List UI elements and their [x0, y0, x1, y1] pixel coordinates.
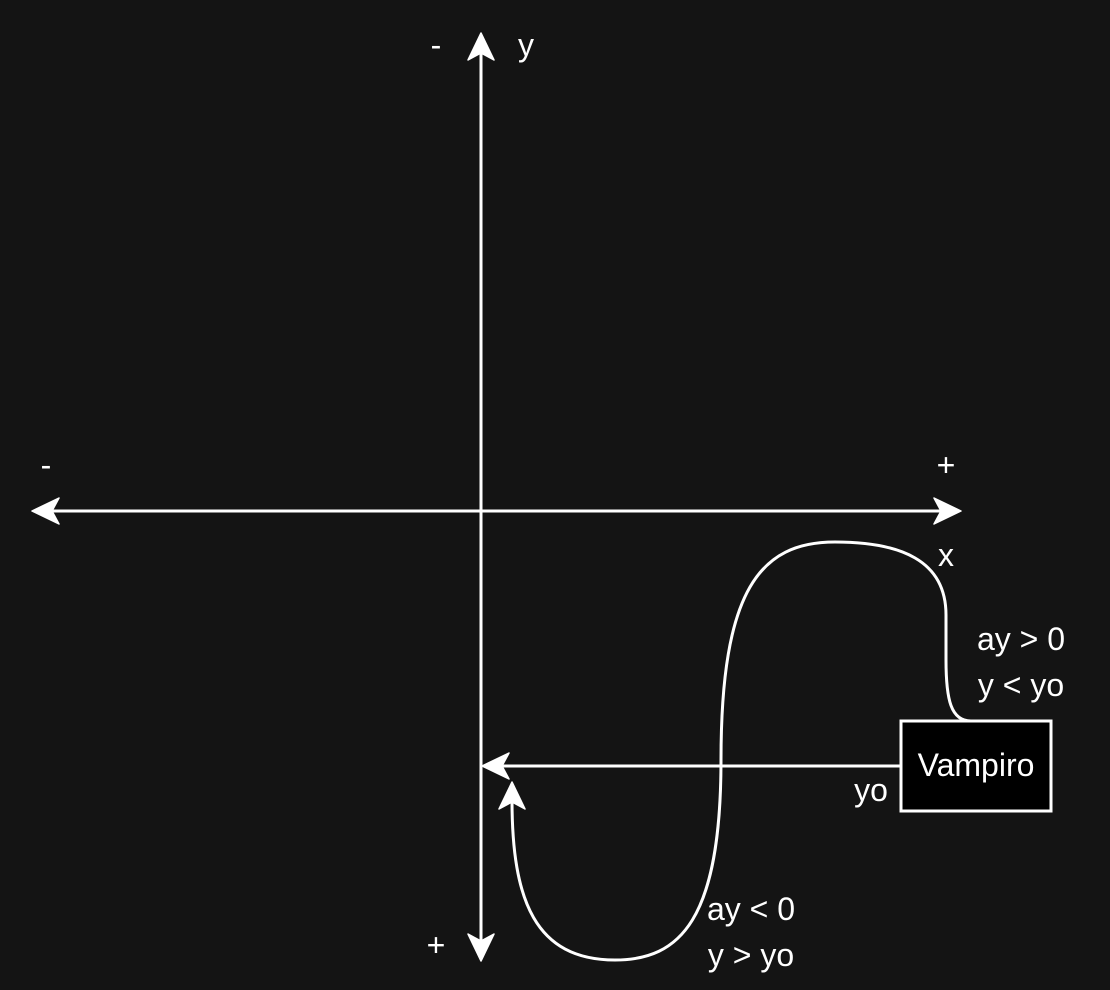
x-axis-positive-sign: + — [937, 447, 956, 483]
lower-case-condition-y: y > yo — [708, 937, 794, 973]
y-axis — [467, 32, 495, 962]
lower-case-condition-ay: ay < 0 — [707, 891, 795, 927]
trajectory-path — [510, 540, 972, 962]
upper-case-condition-y: y < yo — [978, 667, 1064, 703]
y-axis-label: y — [518, 27, 534, 63]
y-axis-positive-sign: + — [427, 927, 446, 963]
upper-case-condition-ay: ay > 0 — [977, 621, 1065, 657]
vampiro-node: Vampiro — [899, 719, 1053, 813]
yo-reference-arrowhead — [481, 752, 510, 780]
y-axis-arrowhead-top — [467, 32, 495, 61]
upper-case-annotation: ay > 0 y < yo — [977, 621, 1065, 703]
x-axis-arrowhead-left — [31, 497, 60, 525]
x-axis-negative-sign: - — [41, 447, 52, 483]
x-axis-arrowhead-right — [933, 497, 962, 525]
trajectory-curve — [498, 540, 972, 962]
trajectory-arrowhead — [498, 781, 526, 810]
yo-reference-label: yo — [854, 772, 888, 808]
y-axis-negative-sign: - — [431, 27, 442, 63]
yo-reference-connector — [481, 752, 901, 780]
lower-case-annotation: ay < 0 y > yo — [707, 891, 795, 973]
vampiro-node-box — [899, 719, 1053, 813]
x-axis — [31, 497, 962, 525]
x-axis-label: x — [938, 537, 954, 573]
y-axis-arrowhead-bottom — [467, 933, 495, 962]
vampiro-node-label: Vampiro — [918, 747, 1035, 783]
